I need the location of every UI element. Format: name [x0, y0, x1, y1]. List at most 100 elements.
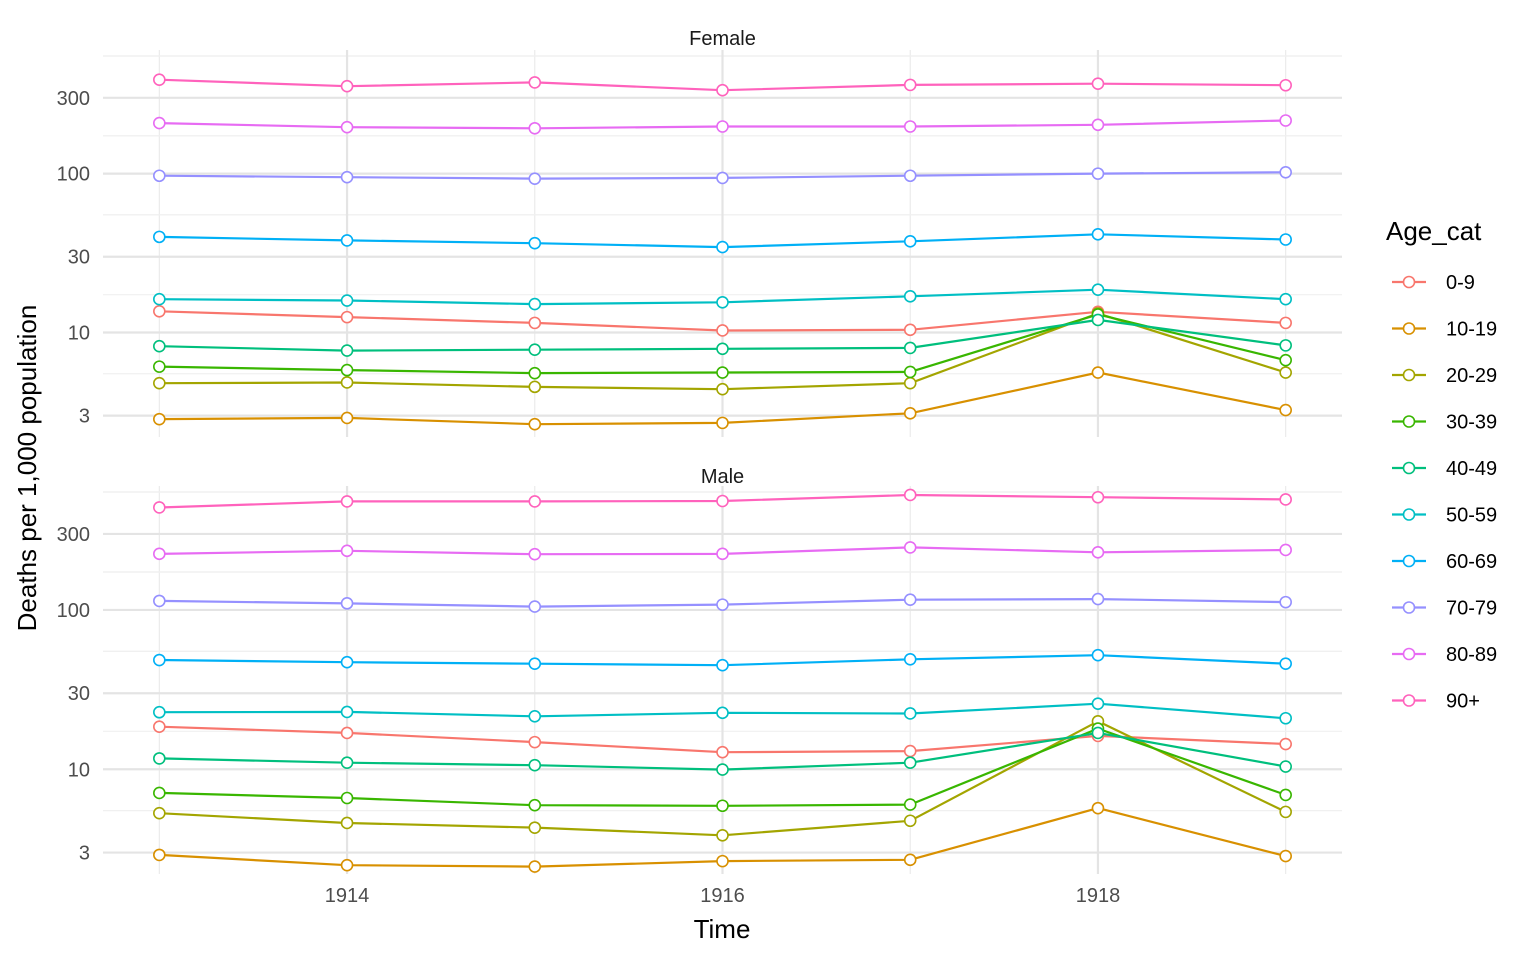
y-tick-label: 3: [79, 406, 90, 428]
data-point: [528, 297, 542, 311]
data-point: [528, 600, 542, 613]
legend-item-30-39: 30-39: [1392, 412, 1497, 434]
facet-label: Male: [701, 466, 744, 488]
data-point: [528, 758, 542, 772]
y-tick-label: 300: [57, 524, 90, 546]
data-point: [1279, 233, 1292, 246]
data-point: [1091, 77, 1105, 91]
data-point: [153, 806, 166, 820]
data-point: [903, 798, 917, 811]
data-point: [528, 547, 542, 561]
legend-label: 90+: [1446, 691, 1480, 713]
data-point: [1279, 493, 1292, 506]
data-point: [716, 295, 729, 309]
x-tick-label: 1918: [1076, 885, 1121, 907]
legend-item-70-79: 70-79: [1392, 598, 1497, 620]
legend-label: 60-69: [1446, 551, 1497, 573]
y-tick-label: 100: [57, 600, 90, 622]
data-point: [528, 860, 542, 873]
data-point: [903, 814, 917, 828]
data-point: [716, 324, 729, 337]
y-axis-title: Deaths per 1,000 population: [12, 305, 42, 632]
data-point: [903, 653, 917, 666]
data-point: [716, 240, 729, 254]
data-point: [1279, 595, 1292, 609]
data-point: [716, 366, 729, 379]
data-point: [1279, 353, 1292, 367]
data-point: [340, 858, 354, 872]
data-point: [1279, 788, 1292, 802]
x-tick-label: 1916: [700, 885, 745, 907]
x-axis-title: Time: [694, 914, 751, 944]
data-point: [1279, 292, 1292, 306]
data-point: [153, 305, 166, 318]
data-point: [716, 171, 729, 185]
data-point: [153, 594, 166, 608]
legend-label: 10-19: [1446, 319, 1497, 341]
data-point: [1279, 737, 1292, 751]
data-point: [153, 116, 166, 130]
data-point: [340, 544, 354, 558]
series-40-49: [153, 313, 1292, 357]
data-point: [1091, 592, 1105, 606]
y-tick-label: 10: [68, 323, 90, 345]
data-point: [528, 172, 542, 185]
data-point: [1279, 760, 1292, 773]
data-point: [153, 752, 166, 765]
data-point: [153, 73, 166, 87]
data-point: [903, 407, 917, 420]
legend-marker: [1402, 322, 1416, 335]
data-point: [340, 816, 354, 830]
y-tick-label: 300: [57, 88, 90, 110]
x-tick-label: 1914: [325, 885, 370, 907]
series-40-49: [153, 726, 1292, 776]
data-point: [528, 735, 542, 749]
data-point: [1091, 167, 1105, 180]
panels-layer: Female 3 10 30 100 300 Male 3 10 30 100 300: [57, 28, 1342, 874]
data-point: [340, 705, 354, 719]
data-point: [903, 744, 917, 758]
data-point: [1279, 114, 1292, 127]
data-point: [903, 541, 917, 554]
data-point: [1279, 366, 1292, 379]
data-point: [716, 547, 729, 561]
data-point: [1279, 849, 1292, 863]
data-point: [153, 848, 166, 862]
legend-label: 80-89: [1446, 644, 1497, 666]
data-point: [903, 593, 917, 606]
data-point: [903, 341, 917, 355]
data-point: [1279, 711, 1292, 725]
data-point: [340, 791, 354, 805]
data-point: [1279, 403, 1292, 417]
data-point: [340, 376, 354, 389]
y-tick-label: 10: [68, 759, 90, 781]
legend-marker: [1402, 601, 1416, 614]
data-point: [528, 366, 542, 380]
series-60-69: [153, 228, 1292, 254]
legend-marker: [1402, 368, 1416, 382]
series-10-19: [153, 366, 1292, 431]
data-point: [528, 380, 542, 394]
data-point: [528, 121, 542, 135]
data-point: [716, 799, 729, 813]
series-80-89: [153, 114, 1292, 135]
y-tick-label: 100: [57, 164, 90, 186]
legend-marker: [1402, 508, 1416, 521]
data-point: [528, 821, 542, 834]
y-tick-label: 30: [68, 683, 90, 705]
data-point: [340, 294, 354, 307]
series-80-89: [153, 541, 1292, 561]
series-50-59: [153, 283, 1292, 311]
data-point: [528, 657, 542, 670]
legend: Age_cat 0-9 10-19 20-29 30-39 40-49 50-59 60-6…: [1386, 216, 1497, 713]
legend-item-50-59: 50-59: [1392, 505, 1497, 527]
data-point: [716, 120, 729, 133]
data-point: [1091, 546, 1105, 559]
data-point: [340, 79, 354, 93]
data-point: [903, 365, 917, 379]
data-point: [340, 363, 354, 377]
data-point: [528, 236, 542, 250]
data-point: [716, 763, 729, 776]
data-point: [340, 170, 354, 184]
